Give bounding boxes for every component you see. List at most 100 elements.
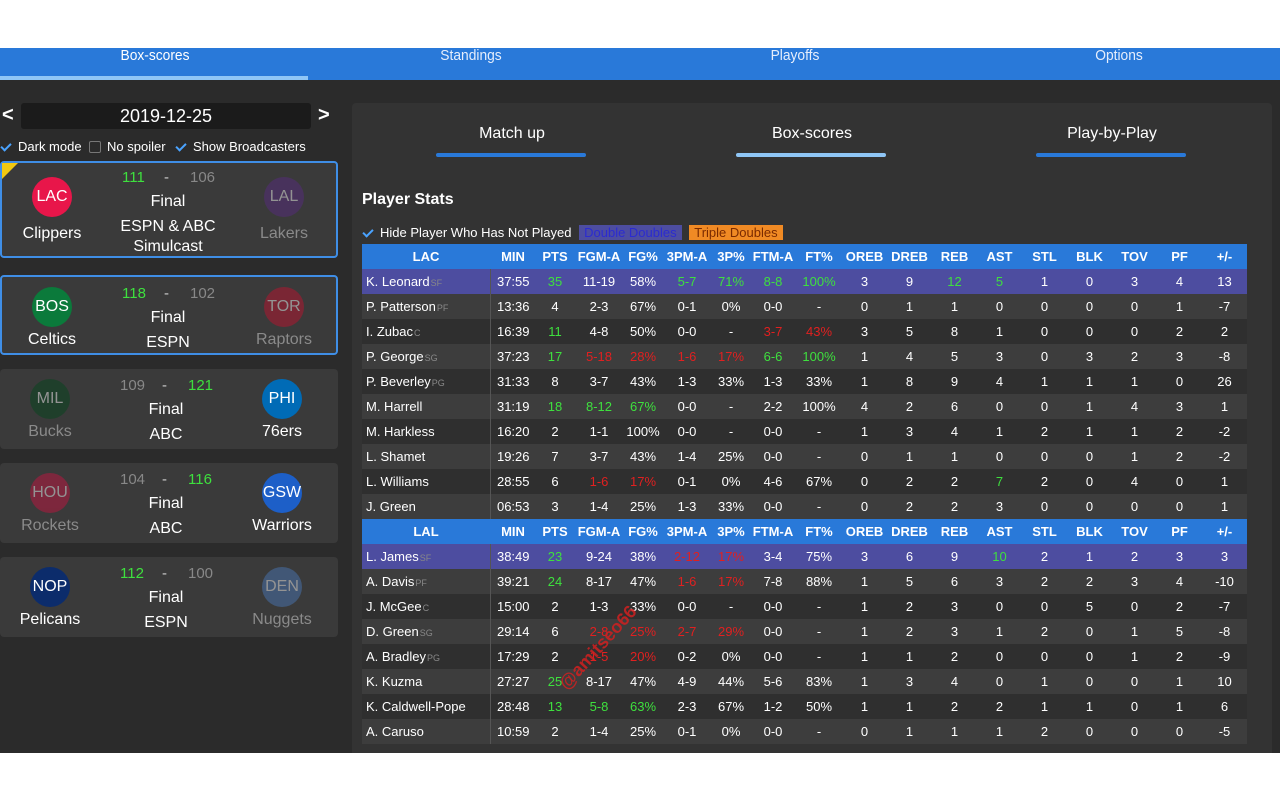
no-spoiler-toggle[interactable]: No spoiler [89, 138, 166, 156]
player-name-cell[interactable]: M. Harrell [362, 394, 491, 419]
stat-cell: 37:55 [490, 269, 536, 294]
nav-tab-box-scores[interactable]: Box-scores [120, 48, 190, 64]
column-header: PF [1157, 519, 1202, 544]
dark-mode-toggle[interactable]: Dark mode [0, 138, 82, 156]
game-card[interactable]: BOS Celtics 118 - 102 Final ESPN TOR Raptors [0, 275, 338, 355]
stat-cell: 0 [1112, 494, 1157, 519]
stat-cell: 1 [1067, 419, 1112, 444]
game-card[interactable]: MIL Bucks 109- 121 Final ABC PHI 76ers [0, 369, 338, 449]
player-name-cell[interactable]: A. DavisPF [362, 569, 491, 594]
stat-cell: 0 [1022, 344, 1067, 369]
game-card[interactable]: LAC Clippers 111 - 106 Final ESPN & ABC Simulc… [0, 161, 338, 258]
player-row[interactable]: L. Williams 28:55 6 1-6 17% 0-1 0% 4-6 67% 0 2 2 7 2 0… [362, 469, 1247, 494]
player-name: K. Leonard [366, 274, 430, 289]
team-header-row: LAL MIN PTS FGM-A FG% 3PM-A 3P% FTM-A FT% OREB DRE… [362, 519, 1247, 544]
player-name-cell[interactable]: I. ZubacC [362, 319, 491, 344]
tab-match-up[interactable]: Match up [479, 125, 545, 142]
next-date-button[interactable]: > [318, 104, 330, 126]
player-row[interactable]: L. JamesSF 38:49 23 9-24 38% 2-12 17% 3-4 75% 3 6 9… [362, 544, 1247, 569]
stat-cell: 17% [712, 569, 750, 594]
tab-play-by-play[interactable]: Play-by-Play [1067, 125, 1157, 142]
player-row[interactable]: A. BradleyPG 17:29 2 1-5 20% 0-2 0% 0-0-1 1 2 0 0 0 1… [362, 644, 1247, 669]
nav-tab-playoffs[interactable]: Playoffs [770, 48, 820, 64]
player-name-cell[interactable]: P. PattersonPF [362, 294, 491, 319]
player-row[interactable]: M. Harrell 31:19 18 8-12 67% 0-0-2-2 100% 4 2 6 0 0… [362, 394, 1247, 419]
stat-cell: 2 [536, 719, 574, 744]
player-row[interactable]: K. LeonardSF 37:55 35 11-19 58% 5-7 71% 8-8 100%… [362, 269, 1247, 294]
stat-cell: 11 [536, 319, 574, 344]
player-name-cell[interactable]: J. Green [362, 494, 491, 519]
stat-cell: 2 [932, 644, 977, 669]
player-row[interactable]: K. Kuzma 27:27 25 8-17 47% 4-9 44% 5-6 83% 1 3 4 0 1 0… [362, 669, 1247, 694]
player-name-cell[interactable]: L. Shamet [362, 444, 491, 469]
hide-not-played-checkbox[interactable] [362, 227, 374, 239]
stat-cell: 2-3 [574, 294, 624, 319]
player-name-cell[interactable]: D. GreenSG [362, 619, 491, 644]
player-name-cell[interactable]: K. Caldwell-Pope [362, 694, 491, 719]
player-name-cell[interactable]: K. LeonardSF [362, 269, 491, 294]
player-position: PG [426, 653, 440, 663]
player-name-cell[interactable]: P. GeorgeSG [362, 344, 491, 369]
score-separator: - [164, 285, 169, 302]
player-row[interactable]: D. GreenSG 29:14 6 2-8 25% 2-7 29% 0-0-1 2 3 1 2 0 1 5… [362, 619, 1247, 644]
tab-box-scores[interactable]: Box-scores [771, 125, 853, 142]
away-team-logo: DEN [262, 567, 302, 607]
player-row[interactable]: M. Harkless 16:20 2 1-1 100% 0-0-0-0-1 3 4 1 2 1 1 2… [362, 419, 1247, 444]
no-spoiler-label: No spoiler [107, 139, 166, 154]
checkbox-unchecked-icon[interactable] [89, 141, 101, 153]
player-name-cell[interactable]: A. Caruso [362, 719, 491, 744]
player-name-cell[interactable]: J. McGeeC [362, 594, 491, 619]
player-row[interactable]: P. GeorgeSG 37:23 17 5-18 28% 1-6 17% 6-6 100% 1 4… [362, 344, 1247, 369]
game-card[interactable]: HOU Rockets 104- 116 Final ABC GSW Warriors [0, 463, 338, 543]
stat-cell: 1 [1112, 369, 1157, 394]
stat-cell: 1 [842, 669, 887, 694]
stat-cell: 1 [842, 369, 887, 394]
player-name-cell[interactable]: M. Harkless [362, 419, 491, 444]
player-row[interactable]: L. Shamet 19:26 7 3-7 43% 1-4 25% 0-0-0 1 1 0 0 0 1 2-… [362, 444, 1247, 469]
stat-cell: 1-3 [574, 594, 624, 619]
player-position: PG [431, 378, 445, 388]
checkbox-checked-icon[interactable] [175, 141, 187, 153]
column-header: FT% [796, 519, 842, 544]
stat-cell: 5 [887, 569, 932, 594]
game-card[interactable]: NOP Pelicans 112 - 100 Final ESPN DEN Nuggets [0, 557, 338, 637]
stat-cell: 5 [977, 269, 1022, 294]
player-row[interactable]: A. Caruso 10:59 2 1-4 25% 0-1 0% 0-0-0 1 1 1 2 0 0 0 -5 [362, 719, 1247, 744]
player-row[interactable]: A. DavisPF 39:21 24 8-17 47% 1-6 17% 7-8 88% 1 5 6 3… [362, 569, 1247, 594]
show-broadcasters-toggle[interactable]: Show Broadcasters [175, 138, 306, 156]
nav-tab-standings[interactable]: Standings [440, 48, 502, 64]
stat-cell: 1-6 [662, 344, 712, 369]
column-header: +/- [1202, 519, 1247, 544]
stat-cell: 06:53 [490, 494, 536, 519]
column-header: DREB [887, 519, 932, 544]
stat-cell: - [796, 444, 842, 469]
stat-cell: 4 [1157, 269, 1202, 294]
stat-cell: 1 [977, 619, 1022, 644]
home-score: 112 [120, 565, 144, 582]
stat-cell: 0-0 [750, 494, 796, 519]
stat-cell: 3-7 [750, 319, 796, 344]
top-navigation: Box-scores Standings Playoffs Options [0, 48, 1280, 80]
player-row[interactable]: P. PattersonPF 13:36 4 2-3 67% 0-1 0% 0-0-0 1 1 0 0… [362, 294, 1247, 319]
player-row[interactable]: I. ZubacC 16:39 11 4-8 50% 0-0-3-7 43% 3 5 8 1 0 0 0 2… [362, 319, 1247, 344]
stat-cell: 5-7 [662, 269, 712, 294]
stat-cell: 9-24 [574, 544, 624, 569]
player-name-cell[interactable]: K. Kuzma [362, 669, 491, 694]
nav-tab-options[interactable]: Options [1095, 48, 1143, 64]
player-name-cell[interactable]: L. JamesSF [362, 544, 491, 569]
stat-cell: 2 [887, 494, 932, 519]
player-name-cell[interactable]: P. BeverleyPG [362, 369, 491, 394]
player-name-cell[interactable]: A. BradleyPG [362, 644, 491, 669]
stat-cell: 1 [1157, 669, 1202, 694]
player-row[interactable]: J. Green 06:53 3 1-4 25% 1-3 33% 0-0-0 2 2 3 0 0 0 0 1 [362, 494, 1247, 519]
home-team-logo: MIL [30, 379, 70, 419]
checkbox-checked-icon[interactable] [0, 141, 12, 153]
player-row[interactable]: P. BeverleyPG 31:33 8 3-7 43% 1-3 33% 1-3 33% 1 8 9… [362, 369, 1247, 394]
stat-cell: 2 [1157, 594, 1202, 619]
stat-cell: 0 [1067, 269, 1112, 294]
player-row[interactable]: J. McGeeC 15:00 2 1-3 33% 0-0-0-0-1 2 3 0 0 5 0 2 -7 [362, 594, 1247, 619]
prev-date-button[interactable]: < [2, 104, 14, 126]
player-row[interactable]: K. Caldwell-Pope 28:48 13 5-8 63% 2-3 67% 1-2 50… [362, 694, 1247, 719]
date-display[interactable]: 2019-12-25 [21, 103, 311, 129]
player-name-cell[interactable]: L. Williams [362, 469, 491, 494]
